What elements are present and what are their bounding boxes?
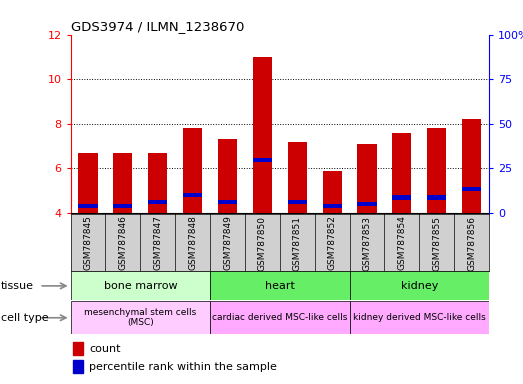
Bar — [288, 142, 307, 213]
Text: GSM787856: GSM787856 — [467, 215, 476, 271]
Text: GSM787845: GSM787845 — [84, 215, 93, 270]
Text: kidney: kidney — [401, 281, 438, 291]
Bar — [349, 301, 489, 334]
Text: GSM787852: GSM787852 — [327, 215, 337, 270]
Bar — [427, 128, 446, 213]
Bar — [71, 301, 210, 334]
Bar — [148, 153, 167, 213]
Text: GSM787849: GSM787849 — [223, 215, 232, 270]
Bar — [323, 171, 342, 213]
Bar — [392, 195, 412, 200]
Text: GSM787846: GSM787846 — [118, 215, 128, 270]
Bar — [73, 360, 83, 373]
Text: mesenchymal stem cells
(MSC): mesenchymal stem cells (MSC) — [84, 308, 197, 328]
Bar — [71, 271, 210, 300]
Bar — [113, 204, 132, 209]
Bar — [253, 57, 272, 213]
Bar — [218, 200, 237, 204]
Bar — [323, 204, 342, 209]
Text: GSM787853: GSM787853 — [362, 215, 371, 271]
Bar — [462, 119, 481, 213]
Bar — [183, 193, 202, 197]
Bar — [78, 204, 98, 209]
Bar — [73, 342, 83, 355]
Bar — [349, 271, 489, 300]
Bar — [357, 202, 377, 206]
Bar — [392, 133, 412, 213]
Text: bone marrow: bone marrow — [104, 281, 177, 291]
Text: GSM787847: GSM787847 — [153, 215, 162, 270]
Bar — [148, 200, 167, 204]
Bar — [427, 195, 446, 200]
Text: percentile rank within the sample: percentile rank within the sample — [89, 362, 277, 372]
Text: GSM787848: GSM787848 — [188, 215, 197, 270]
Bar — [113, 153, 132, 213]
Bar — [462, 187, 481, 190]
Text: GSM787851: GSM787851 — [293, 215, 302, 271]
Text: heart: heart — [265, 281, 295, 291]
Text: kidney derived MSC-like cells: kidney derived MSC-like cells — [353, 313, 486, 322]
Bar — [210, 301, 349, 334]
Text: GSM787855: GSM787855 — [432, 215, 441, 271]
Text: tissue: tissue — [1, 281, 34, 291]
Text: cardiac derived MSC-like cells: cardiac derived MSC-like cells — [212, 313, 347, 322]
Bar — [253, 157, 272, 162]
Bar — [78, 153, 98, 213]
Bar — [218, 139, 237, 213]
Text: GDS3974 / ILMN_1238670: GDS3974 / ILMN_1238670 — [71, 20, 244, 33]
Bar — [183, 128, 202, 213]
Bar — [357, 144, 377, 213]
Text: GSM787854: GSM787854 — [397, 215, 406, 270]
Bar — [210, 271, 349, 300]
Text: GSM787850: GSM787850 — [258, 215, 267, 271]
Bar — [288, 200, 307, 204]
Text: count: count — [89, 344, 121, 354]
Text: cell type: cell type — [1, 313, 49, 323]
